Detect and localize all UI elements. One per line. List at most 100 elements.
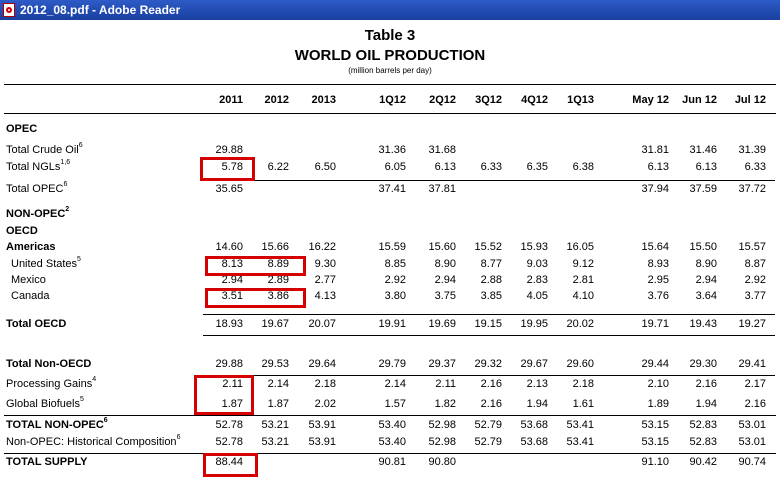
table-cell: 2.89: [267, 274, 289, 286]
table-cell: 90.42: [689, 456, 717, 468]
rule-under-oecd: [203, 335, 775, 336]
table-cell: 53.21: [261, 436, 289, 448]
row-label-text: Total Non-OECD: [6, 358, 92, 370]
table-cell: 16.22: [308, 241, 336, 253]
table-cell: 29.88: [215, 358, 243, 370]
table-cell: 2.95: [647, 274, 669, 286]
table-cell: 6.13: [647, 161, 669, 173]
row-label: Non-OPEC: Historical Composition6: [6, 434, 181, 448]
table-cell: 9.30: [314, 258, 336, 270]
footnote-marker: 4: [92, 376, 97, 383]
table-cell: 2.18: [314, 378, 336, 390]
table-cell: 2.16: [480, 378, 502, 390]
table-cell: 19.71: [641, 318, 669, 330]
rule-under-biofuels: [4, 415, 776, 416]
table-cell: 6.13: [434, 161, 456, 173]
table-cell: 31.81: [641, 144, 669, 156]
table-cell: 8.90: [434, 258, 456, 270]
table-cell: 6.33: [744, 161, 766, 173]
table-cell: 2.94: [695, 274, 717, 286]
table-cell: 1.82: [434, 398, 456, 410]
highlight-box-supply-2011: [203, 453, 258, 477]
table-cell: 52.78: [215, 436, 243, 448]
table-cell: 37.72: [738, 183, 766, 195]
column-header: 2011: [219, 94, 243, 106]
table-cell: 3.75: [434, 290, 456, 302]
table-cell: 31.39: [738, 144, 766, 156]
rule-under-nonoecd: [203, 375, 775, 376]
table-cell: 3.86: [267, 290, 289, 302]
table-cell: 8.85: [384, 258, 406, 270]
table-cell: 90.81: [378, 456, 406, 468]
highlight-box-gains-biofuels-2011: [194, 375, 254, 415]
table-cell: 31.46: [689, 144, 717, 156]
table-cell: 53.41: [566, 419, 594, 431]
table-cell: 3.76: [647, 290, 669, 302]
row-label: Processing Gains4: [6, 376, 97, 390]
row-label: United States5: [11, 256, 81, 270]
table-cell: 4.05: [526, 290, 548, 302]
row-label: Americas: [6, 241, 56, 253]
row-label: Total NGLs1,6: [6, 159, 71, 173]
table-cell: 29.41: [738, 358, 766, 370]
column-header: May 12: [632, 94, 669, 106]
row-label-text: TOTAL SUPPLY: [6, 456, 88, 468]
table-cell: 37.41: [378, 183, 406, 195]
table-cell: 53.21: [261, 419, 289, 431]
table-cell: 1.61: [572, 398, 594, 410]
table-cell: 19.67: [261, 318, 289, 330]
table-cell: 2.88: [480, 274, 502, 286]
row-label-text: Total Crude Oil: [6, 144, 79, 156]
table-cell: 4.13: [314, 290, 336, 302]
table-cell: 2.10: [647, 378, 669, 390]
row-label: Total OPEC6: [6, 181, 67, 195]
footnote-marker: 1,6: [60, 159, 71, 166]
table-cell: 52.78: [215, 419, 243, 431]
table-cell: 2.94: [434, 274, 456, 286]
column-header: 1Q12: [379, 94, 406, 106]
table-cell: 53.15: [641, 436, 669, 448]
table-cell: 8.89: [267, 258, 289, 270]
table-cell: 52.79: [474, 419, 502, 431]
row-label-text: Total NGLs: [6, 161, 61, 173]
table-cell: 4.10: [572, 290, 594, 302]
footnote-marker: 6: [176, 434, 181, 441]
table-cell: 53.91: [308, 436, 336, 448]
table-cell: 2.16: [480, 398, 502, 410]
highlight-box-us-2011-2012: [205, 256, 306, 276]
table-cell: 18.93: [215, 318, 243, 330]
row-label-text: Global Biofuels: [6, 398, 80, 410]
table-cell: 8.93: [647, 258, 669, 270]
table-top-rule: [4, 84, 776, 85]
table-cell: 3.51: [221, 290, 243, 302]
table-cell: 6.50: [314, 161, 336, 173]
table-cell: 6.05: [384, 161, 406, 173]
table-cell: 53.68: [520, 436, 548, 448]
table-cell: 9.12: [572, 258, 594, 270]
table-cell: 2.94: [221, 274, 243, 286]
table-cell: 2.14: [384, 378, 406, 390]
column-header: 2012: [264, 94, 289, 106]
table-cell: 90.74: [738, 456, 766, 468]
table-cell: 19.43: [689, 318, 717, 330]
table-cell: 29.44: [641, 358, 669, 370]
table-cell: 5.78: [221, 161, 243, 173]
table-cell: 53.40: [378, 436, 406, 448]
footnote-marker: 2: [65, 206, 70, 213]
table-cell: 37.59: [689, 183, 717, 195]
rule-under-ngls: [203, 180, 775, 181]
highlight-box-ngls-2011: [200, 157, 255, 181]
table-cell: 2.13: [526, 378, 548, 390]
row-label-text: TOTAL NON-OPEC: [6, 419, 104, 431]
window-titlebar[interactable]: 2012_08.pdf - Adobe Reader: [0, 0, 780, 20]
row-label-text: United States: [11, 258, 78, 270]
table-cell: 6.13: [695, 161, 717, 173]
highlight-box-canada-2011-2012: [205, 288, 306, 308]
row-label: Total OECD: [6, 318, 66, 330]
table-cell: 15.66: [261, 241, 289, 253]
table-cell: 9.03: [526, 258, 548, 270]
table-title: Table 3: [364, 27, 416, 44]
table-subtitle: WORLD OIL PRODUCTION: [294, 47, 486, 64]
table-cell: 91.10: [641, 456, 669, 468]
row-label: Global Biofuels5: [6, 396, 84, 410]
